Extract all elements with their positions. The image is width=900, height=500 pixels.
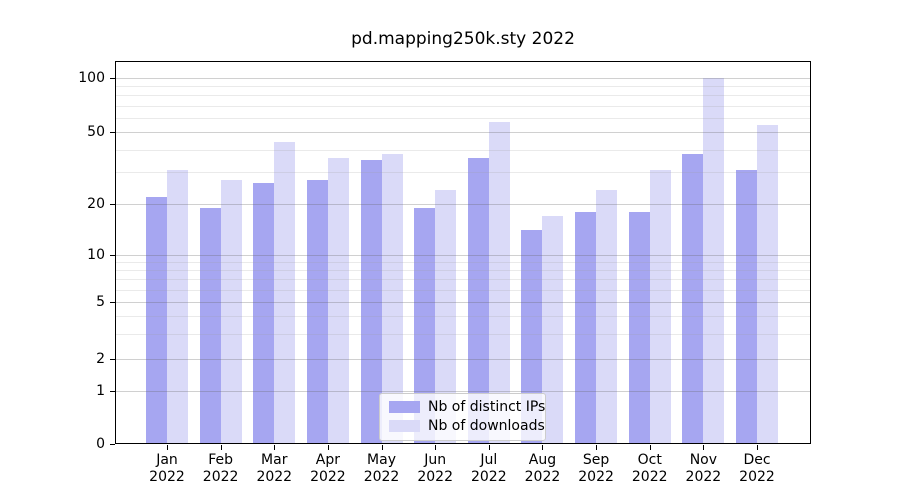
y-tick-label-10: 10 xyxy=(87,247,105,263)
x-tick-label-oct: Oct 2022 xyxy=(631,452,668,485)
x-tick-label-apr: Apr 2022 xyxy=(310,452,346,485)
bar-ips-nov xyxy=(682,153,704,444)
bar-downloads-oct xyxy=(649,169,671,444)
bar-ips-sep xyxy=(575,211,597,444)
gridline-major-50 xyxy=(115,132,811,133)
bar-ips-feb xyxy=(199,207,221,444)
gridline-major-10 xyxy=(115,255,811,256)
gridline-minor-6 xyxy=(115,289,811,291)
y-tick-mark-5 xyxy=(110,302,115,303)
legend-swatch-ips-icon xyxy=(389,401,420,413)
bar-ips-apr xyxy=(306,180,328,444)
gridline-minor-8 xyxy=(115,270,811,272)
bar-ips-jan xyxy=(146,196,167,444)
legend: Nb of distinct IPs Nb of downloads xyxy=(379,393,546,441)
x-tick-label-jul: Jul 2022 xyxy=(470,452,507,485)
x-tick-mark-jan xyxy=(167,445,168,450)
y-tick-mark-0 xyxy=(110,444,115,445)
legend-item-downloads: Nb of downloads xyxy=(389,418,545,434)
gridline-major-1 xyxy=(115,391,811,392)
bar-downloads-sep xyxy=(596,189,618,444)
x-tick-mark-nov xyxy=(703,445,705,450)
x-tick-label-jun: Jun 2022 xyxy=(417,452,453,485)
gridline-minor-7 xyxy=(115,279,811,281)
bar-ips-jun xyxy=(414,207,436,444)
y-tick-mark-50 xyxy=(110,132,115,133)
gridline-minor-4 xyxy=(115,315,811,317)
y-tick-label-2: 2 xyxy=(96,351,105,367)
x-tick-label-may: May 2022 xyxy=(363,452,400,485)
bar-ips-may xyxy=(360,160,382,444)
y-tick-mark-1 xyxy=(110,391,115,392)
legend-label-downloads: Nb of downloads xyxy=(428,418,545,434)
y-tick-mark-100 xyxy=(110,78,115,79)
bar-ips-jul xyxy=(467,157,489,444)
bar-downloads-jan xyxy=(167,169,188,444)
gridline-major-5 xyxy=(115,302,811,303)
bar-downloads-apr xyxy=(327,157,349,444)
x-tick-label-aug: Aug 2022 xyxy=(524,452,561,485)
gridline-minor-80 xyxy=(115,95,811,97)
y-tick-mark-20 xyxy=(110,204,115,205)
bar-downloads-aug xyxy=(542,215,564,444)
x-tick-mark-oct xyxy=(649,445,651,450)
gridline-minor-70 xyxy=(115,105,811,107)
x-tick-mark-sep xyxy=(596,445,598,450)
plot-area xyxy=(115,61,811,444)
y-tick-mark-10 xyxy=(110,255,115,256)
gridline-major-100 xyxy=(115,78,811,79)
bar-downloads-nov xyxy=(703,78,725,444)
bar-ips-oct xyxy=(628,211,650,444)
bar-ips-dec xyxy=(736,169,757,444)
x-tick-label-sep: Sep 2022 xyxy=(578,452,614,485)
y-tick-label-5: 5 xyxy=(96,294,105,310)
x-tick-label-nov: Nov 2022 xyxy=(685,452,722,485)
x-tick-label-dec: Dec 2022 xyxy=(739,452,775,485)
x-tick-mark-feb xyxy=(220,445,222,450)
bar-downloads-may xyxy=(381,153,403,444)
y-tick-label-1: 1 xyxy=(96,383,105,399)
x-tick-mark-mar xyxy=(274,445,276,450)
gridline-minor-40 xyxy=(115,149,811,151)
x-tick-mark-may xyxy=(381,445,383,450)
gridline-minor-9 xyxy=(115,262,811,264)
y-tick-label-50: 50 xyxy=(87,124,105,140)
x-tick-mark-jun xyxy=(435,445,437,450)
x-tick-mark-dec xyxy=(757,445,758,450)
y-tick-mark-2 xyxy=(110,359,115,360)
y-tick-label-20: 20 xyxy=(87,196,105,212)
bar-downloads-jun xyxy=(435,189,457,444)
x-tick-label-feb: Feb 2022 xyxy=(202,452,239,485)
x-tick-label-jan: Jan 2022 xyxy=(149,452,185,485)
bar-ips-aug xyxy=(521,230,543,444)
legend-swatch-downloads-icon xyxy=(389,420,420,432)
x-tick-mark-jul xyxy=(488,445,490,450)
bar-ips-mar xyxy=(253,183,275,444)
bar-downloads-dec xyxy=(757,124,778,444)
chart-title: pd.mapping250k.sty 2022 xyxy=(351,29,575,49)
gridline-major-20 xyxy=(115,204,811,205)
x-tick-label-mar: Mar 2022 xyxy=(256,452,293,485)
gridline-minor-30 xyxy=(115,172,811,174)
gridline-minor-60 xyxy=(115,117,811,119)
gridline-major-2 xyxy=(115,359,811,360)
x-tick-mark-aug xyxy=(542,445,544,450)
gridline-minor-90 xyxy=(115,86,811,88)
legend-label-ips: Nb of distinct IPs xyxy=(428,399,546,415)
y-tick-label-0: 0 xyxy=(96,436,105,452)
bar-downloads-mar xyxy=(274,142,296,444)
x-tick-mark-apr xyxy=(327,445,329,450)
bar-downloads-jul xyxy=(488,121,510,444)
gridline-minor-3 xyxy=(115,333,811,335)
y-tick-label-100: 100 xyxy=(78,70,105,86)
legend-item-ips: Nb of distinct IPs xyxy=(389,399,545,415)
bar-downloads-feb xyxy=(220,180,242,444)
